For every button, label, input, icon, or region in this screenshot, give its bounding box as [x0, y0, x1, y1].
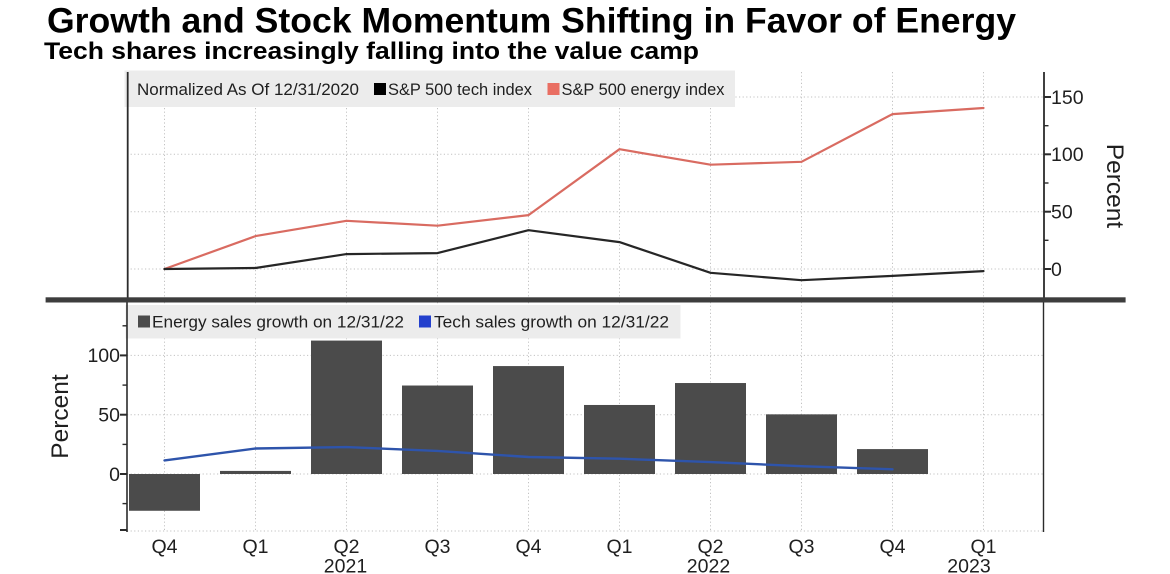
svg-text:50: 50	[1051, 202, 1073, 224]
svg-text:Q3: Q3	[424, 536, 450, 558]
svg-text:Q1: Q1	[242, 536, 268, 558]
svg-text:Q4: Q4	[879, 536, 905, 558]
svg-text:2022: 2022	[687, 556, 730, 574]
svg-text:Tech sales growth on 12/31/22: Tech sales growth on 12/31/22	[434, 313, 669, 332]
svg-text:2023: 2023	[947, 556, 990, 574]
svg-text:Tech shares increasingly falli: Tech shares increasingly falling into th…	[44, 38, 699, 65]
svg-text:100: 100	[87, 345, 120, 367]
svg-text:Growth and Stock Momentum Shif: Growth and Stock Momentum Shifting in Fa…	[47, 1, 1017, 40]
svg-text:Q3: Q3	[788, 536, 814, 558]
svg-text:0: 0	[109, 464, 120, 486]
svg-text:S&P 500 energy index: S&P 500 energy index	[562, 80, 725, 99]
svg-text:Q2: Q2	[697, 536, 723, 558]
svg-text:2021: 2021	[324, 556, 367, 574]
svg-text:Percent: Percent	[1101, 144, 1128, 229]
svg-text:150: 150	[1051, 87, 1084, 109]
svg-text:100: 100	[1051, 144, 1084, 166]
svg-text:Q4: Q4	[515, 536, 541, 558]
svg-text:Q4: Q4	[151, 536, 177, 558]
svg-text:Q1: Q1	[606, 536, 632, 558]
svg-text:Q2: Q2	[333, 536, 359, 558]
svg-text:S&P 500 tech index: S&P 500 tech index	[388, 80, 532, 99]
svg-text:0: 0	[1051, 259, 1062, 281]
svg-text:Normalized As Of 12/31/2020: Normalized As Of 12/31/2020	[137, 80, 359, 99]
svg-text:Q1: Q1	[970, 536, 996, 558]
svg-text:Energy sales growth on 12/31/2: Energy sales growth on 12/31/22	[152, 313, 404, 332]
svg-text:50: 50	[98, 405, 120, 427]
svg-text:Percent: Percent	[47, 374, 74, 459]
